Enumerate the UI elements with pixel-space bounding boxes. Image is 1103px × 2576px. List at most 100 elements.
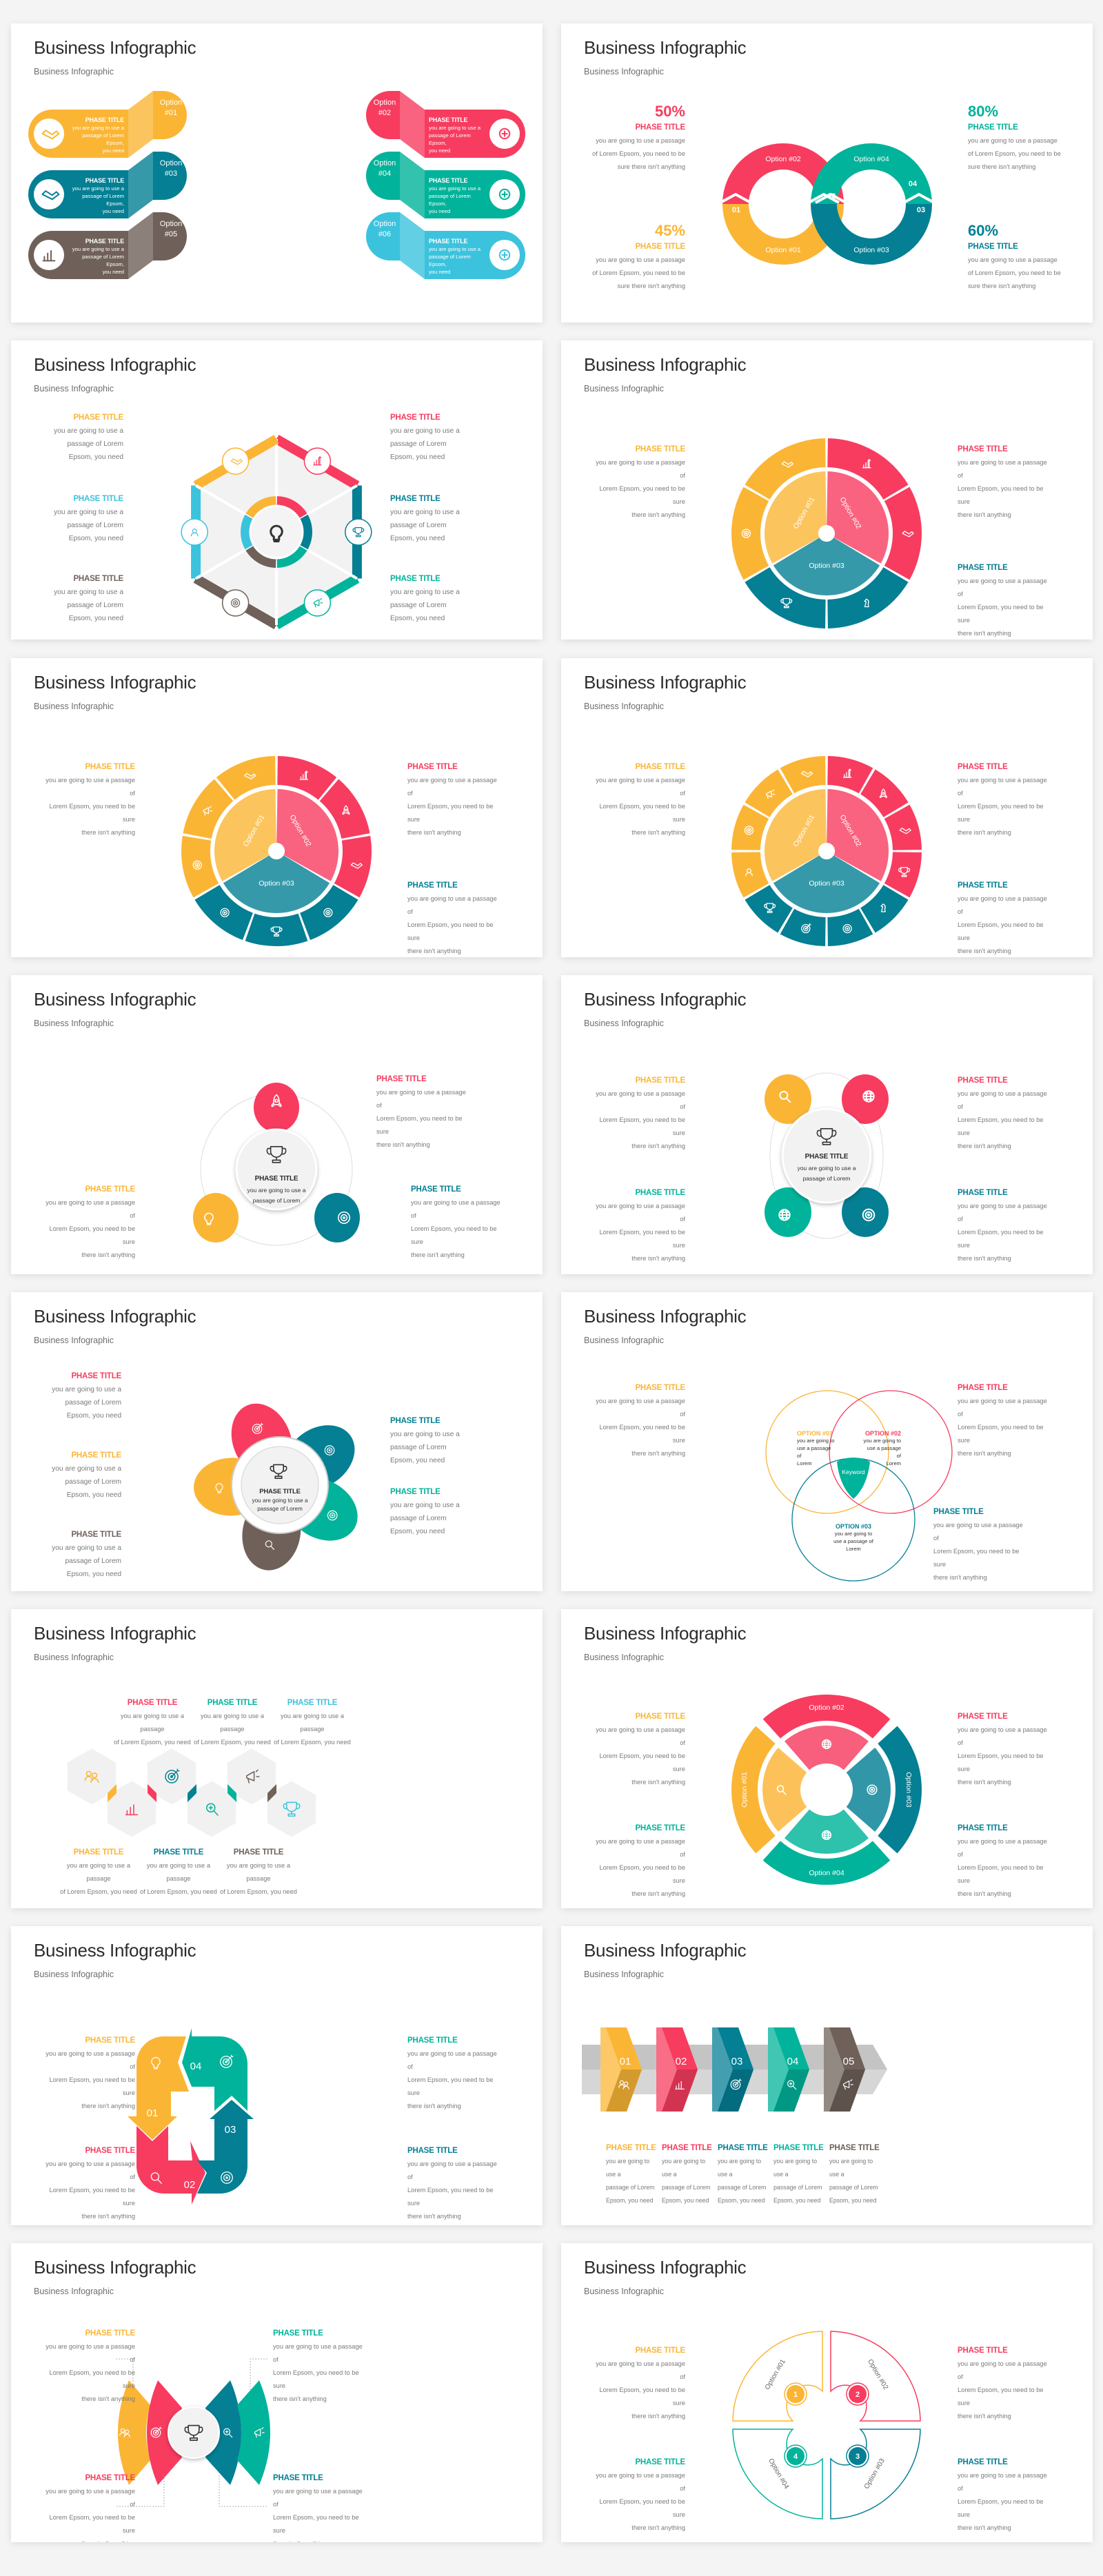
- option-ribbon-1[interactable]: [28, 91, 187, 158]
- wheel-inner-sector[interactable]: [765, 471, 827, 564]
- timeline-step-4[interactable]: 04: [768, 2027, 809, 2112]
- segment-option-03[interactable]: [811, 204, 932, 265]
- phase-circle-3[interactable]: [314, 1193, 360, 1243]
- option-ribbon-3[interactable]: [28, 152, 187, 218]
- slide-4[interactable]: Business Infographic Business Infographic…: [561, 340, 1093, 640]
- option-ribbon-2[interactable]: [366, 91, 525, 158]
- wheel-inner-sector[interactable]: [214, 789, 276, 881]
- slide-13[interactable]: Business Infographic Business Infographic…: [11, 1926, 543, 2225]
- timeline-step-5[interactable]: 05: [824, 2027, 865, 2112]
- wheel-outer-segment[interactable]: [300, 885, 358, 941]
- hexagon-5[interactable]: [225, 1747, 278, 1806]
- phase-circle-4[interactable]: [842, 1187, 889, 1237]
- phase-circle-2[interactable]: [842, 1074, 889, 1124]
- wheel-outer-segment[interactable]: [319, 779, 370, 839]
- wheel-inner-sector[interactable]: [773, 855, 880, 913]
- phase-circle-2[interactable]: [193, 1193, 239, 1243]
- outer-quadrant-4[interactable]: [878, 1726, 922, 1854]
- wheel-outer-segment[interactable]: [245, 913, 308, 946]
- outer-quadrant-2[interactable]: [762, 1695, 891, 1739]
- wheel-outer-segment[interactable]: [731, 487, 769, 580]
- cycle-arrow-04[interactable]: [182, 2028, 247, 2111]
- hex-node-6[interactable]: [303, 589, 332, 617]
- option-ribbon-5[interactable]: [28, 212, 187, 279]
- timeline-step-1[interactable]: 01: [600, 2027, 642, 2112]
- wheel-outer-segment[interactable]: [884, 804, 922, 850]
- wheel-inner-sector[interactable]: [773, 538, 880, 595]
- wheel-outer-segment[interactable]: [731, 804, 769, 850]
- wheel-outer-segment[interactable]: [745, 885, 793, 933]
- timeline-step-2[interactable]: 02: [656, 2027, 698, 2112]
- wheel-outer-segment[interactable]: [334, 835, 372, 898]
- slide-12[interactable]: Business Infographic Business Infographic…: [561, 1609, 1093, 1908]
- segment-option-04[interactable]: [811, 143, 932, 204]
- wheel-outer-segment[interactable]: [827, 438, 909, 500]
- wheel-outer-segment[interactable]: [194, 885, 253, 941]
- outer-quadrant-1[interactable]: [731, 1726, 776, 1854]
- petal-2[interactable]: [147, 2380, 182, 2485]
- inner-quadrant-3[interactable]: [784, 1809, 869, 1854]
- venn-circle-1[interactable]: [765, 1390, 889, 1514]
- wheel-outer-segment[interactable]: [183, 779, 234, 839]
- slide-5[interactable]: Business Infographic Business Infographic…: [11, 658, 543, 957]
- option-ribbon-6[interactable]: [366, 212, 525, 279]
- wheel-outer-segment[interactable]: [216, 756, 276, 800]
- cycle-arrow-02[interactable]: [136, 2126, 205, 2205]
- wheel-inner-sector[interactable]: [223, 855, 330, 913]
- venn-intersection[interactable]: [837, 1458, 870, 1499]
- slide-8[interactable]: Business Infographic Business Infographic…: [561, 975, 1093, 1274]
- inner-quadrant-2[interactable]: [784, 1726, 869, 1770]
- wheel-inner-sector[interactable]: [276, 789, 338, 881]
- cycle-arrow-01[interactable]: [128, 2036, 189, 2140]
- wheel-outer-segment[interactable]: [745, 438, 826, 500]
- slide-3[interactable]: Business Infographic Business Infographic…: [11, 340, 543, 640]
- slide-7[interactable]: Business Infographic Business Infographic…: [11, 975, 543, 1274]
- option-ribbon-4[interactable]: [366, 152, 525, 218]
- inner-quadrant-4[interactable]: [846, 1747, 891, 1832]
- wheel-outer-segment[interactable]: [884, 487, 922, 580]
- petal-1[interactable]: [118, 2380, 150, 2485]
- slide-9[interactable]: Business Infographic Business Infographic…: [11, 1292, 543, 1591]
- wheel-outer-segment[interactable]: [745, 769, 793, 817]
- slide-6[interactable]: Business Infographic Business Infographic…: [561, 658, 1093, 957]
- petal-4[interactable]: [237, 2380, 270, 2485]
- phase-circle-1[interactable]: [254, 1083, 299, 1132]
- wheel-outer-segment[interactable]: [780, 908, 826, 946]
- hex-node-4[interactable]: [303, 447, 332, 475]
- slide-10[interactable]: Business Infographic Business Infographic…: [561, 1292, 1093, 1591]
- wheel-outer-segment[interactable]: [860, 769, 909, 817]
- hex-node-1[interactable]: [221, 447, 250, 475]
- wheel-inner-sector[interactable]: [827, 471, 889, 564]
- wheel-outer-segment[interactable]: [827, 908, 873, 946]
- cycle-arrow-03[interactable]: [197, 2100, 254, 2194]
- petal-3[interactable]: [205, 2380, 241, 2485]
- slide-15[interactable]: Business Infographic Business Infographic…: [11, 2243, 543, 2542]
- slide-16[interactable]: Business Infographic Business Infographic…: [561, 2243, 1093, 2542]
- wheel-outer-segment[interactable]: [884, 852, 922, 898]
- wheel-outer-segment[interactable]: [827, 567, 909, 628]
- wheel-outer-segment[interactable]: [181, 835, 219, 898]
- wheel-outer-segment[interactable]: [860, 885, 909, 933]
- hex-node-5[interactable]: [345, 518, 372, 546]
- slide-14[interactable]: Business Infographic Business Infographic…: [561, 1926, 1093, 2225]
- venn-circle-2[interactable]: [829, 1390, 953, 1514]
- slide-11[interactable]: Business Infographic Business Infographic…: [11, 1609, 543, 1908]
- phase-circle-3[interactable]: [765, 1187, 811, 1237]
- outer-quadrant-3[interactable]: [762, 1841, 891, 1885]
- segment-option-02[interactable]: [722, 143, 844, 204]
- slide-2[interactable]: Business Infographic Business Infographic…: [561, 23, 1093, 323]
- slide-1[interactable]: Business Infographic Business Infographic…: [11, 23, 543, 323]
- wheel-outer-segment[interactable]: [731, 852, 769, 898]
- hex-node-3[interactable]: [221, 589, 250, 617]
- wheel-outer-segment[interactable]: [277, 756, 337, 800]
- wheel-inner-sector[interactable]: [827, 789, 889, 881]
- segment-option-01[interactable]: [722, 204, 844, 265]
- wheel-outer-segment[interactable]: [745, 567, 826, 628]
- wheel-outer-segment[interactable]: [827, 756, 873, 794]
- hex-node-2[interactable]: [181, 518, 208, 546]
- hexagon-3[interactable]: [145, 1747, 198, 1806]
- hexagon-1[interactable]: [65, 1747, 118, 1806]
- phase-circle-1[interactable]: [765, 1074, 811, 1124]
- wheel-outer-segment[interactable]: [780, 756, 826, 794]
- timeline-step-3[interactable]: 03: [712, 2027, 753, 2112]
